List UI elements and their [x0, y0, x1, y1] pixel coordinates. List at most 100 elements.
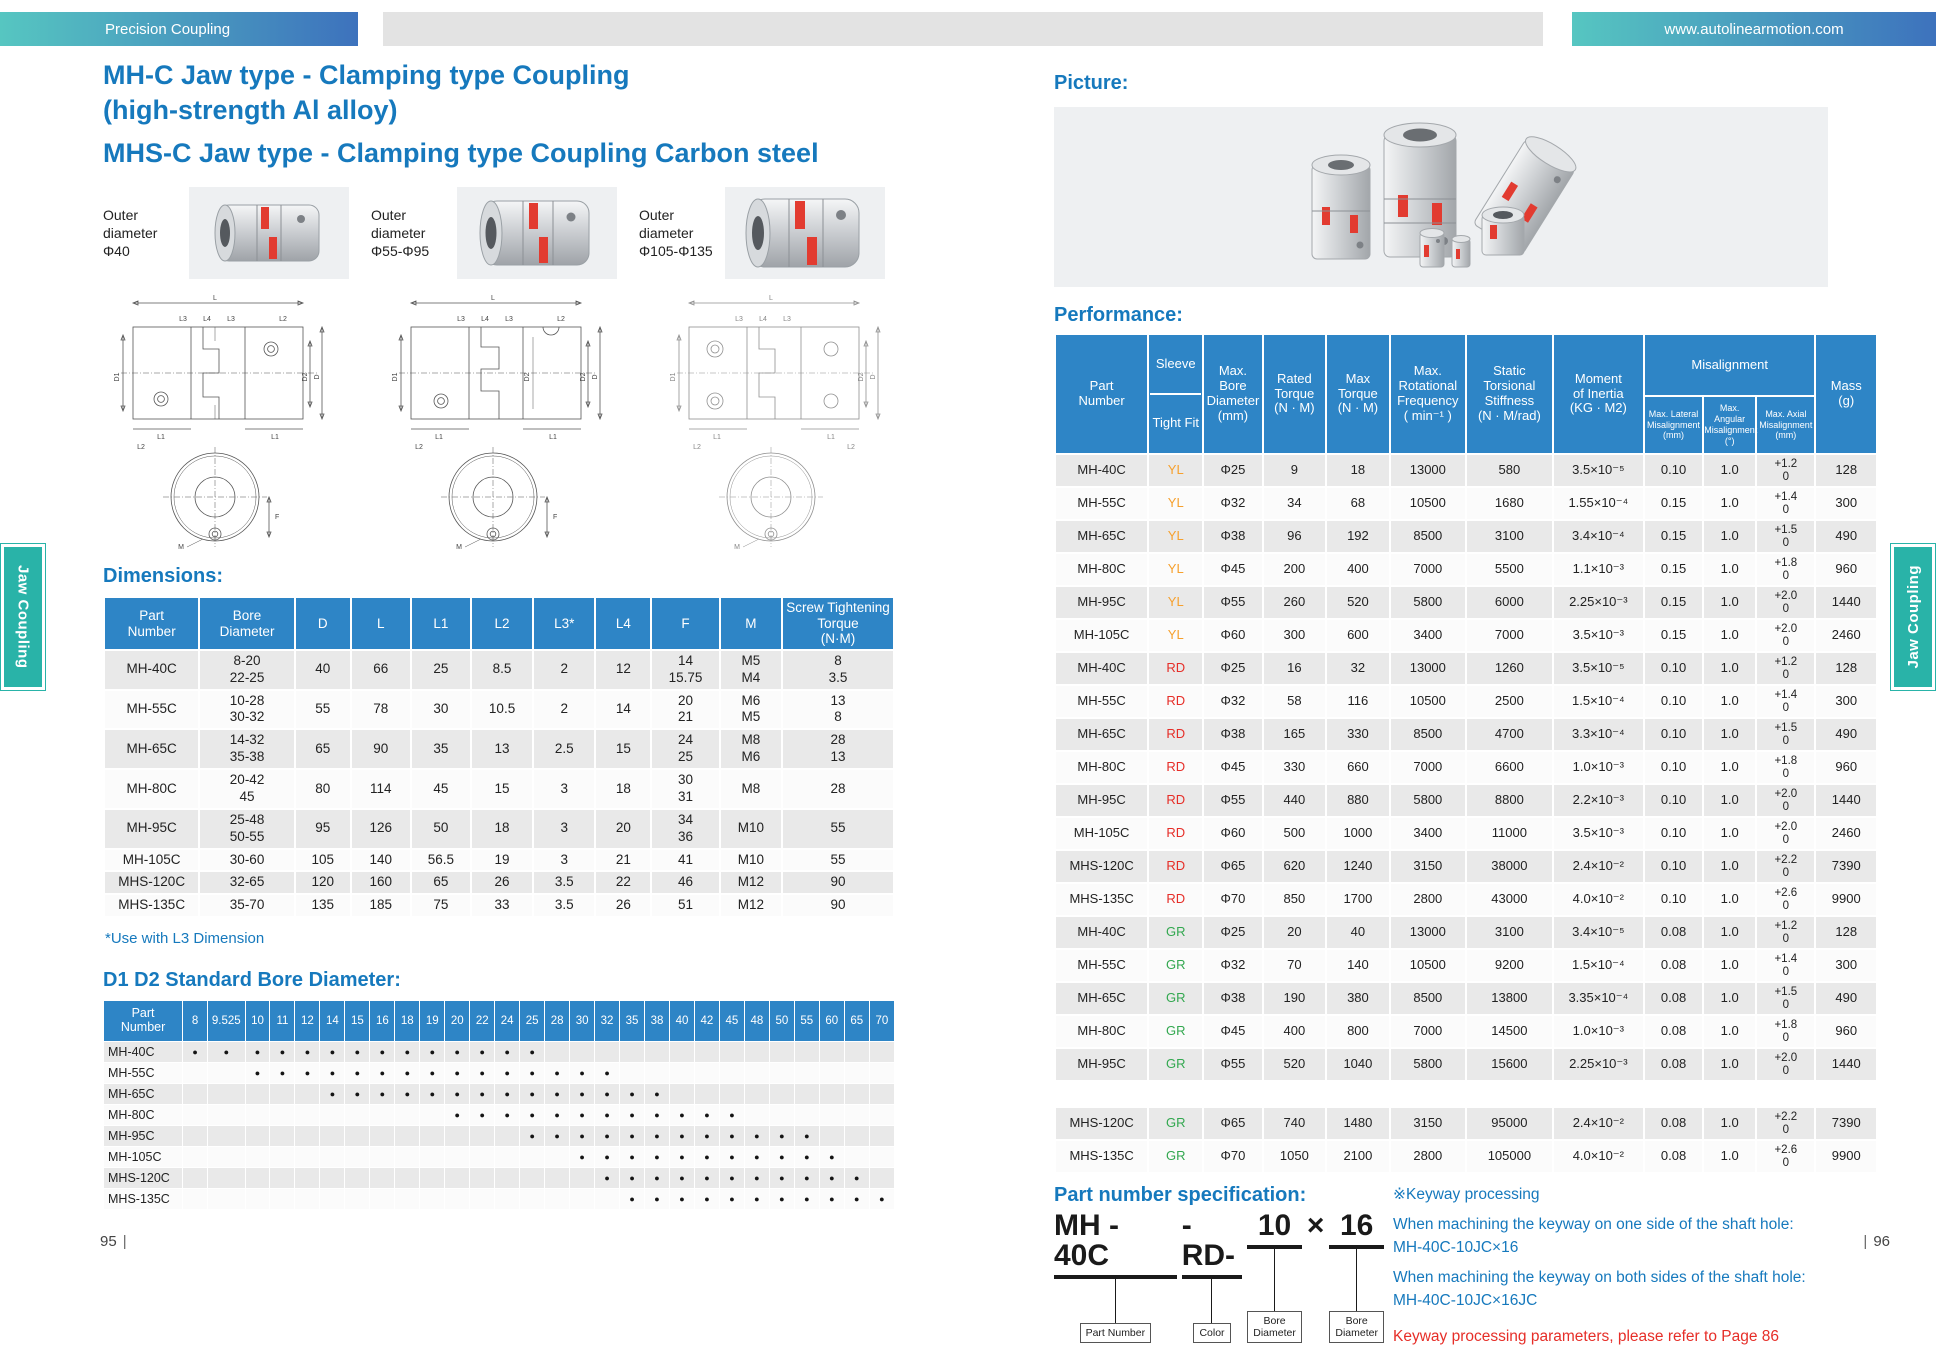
part-spec-underline	[1181, 1275, 1243, 1279]
table-cell: 3100	[1464, 519, 1554, 554]
table-cell: M6 M5	[718, 688, 783, 731]
bore-available-dot: ●	[569, 1146, 596, 1169]
table-row: MH-95C YL Φ55 260 520 5800 6000 2.25×10⁻³ 0.15 1.…	[1053, 585, 1878, 620]
bore-empty-cell	[207, 1104, 246, 1127]
bore-empty-cell	[793, 1041, 820, 1064]
table-cell: 880	[1325, 783, 1391, 818]
table-cell: 128	[1814, 915, 1878, 950]
header-website: www.autolinearmotion.com	[1664, 20, 1844, 38]
table-cell: 3.5×10⁻³	[1551, 618, 1645, 653]
table-cell: 105000	[1464, 1139, 1554, 1174]
svg-text:M: M	[178, 544, 184, 551]
page-title-line3: MHS-C Jaw type - Clamping type Coupling …	[103, 138, 819, 169]
table-row: MH-80C ● ● ● ● ● ● ● ● ● ● ● ●	[102, 1104, 896, 1127]
svg-text:D2: D2	[580, 373, 587, 382]
table-cell: Φ65	[1202, 1106, 1264, 1141]
table-cell: 3400	[1388, 816, 1467, 851]
bore-available-dot: ●	[594, 1083, 621, 1106]
table-cell: 10500	[1388, 948, 1467, 983]
table-row: MH-55C RD Φ32 58 116 10500 2500 1.5×10⁻⁴ 0.10 1.0…	[1053, 684, 1878, 719]
table-cell: Φ38	[1202, 519, 1264, 554]
table-cell: 43000	[1464, 882, 1554, 917]
bore-empty-cell	[868, 1104, 896, 1127]
bore-available-dot: ●	[544, 1125, 571, 1148]
product-item: Outer diameter Φ55-Φ95	[371, 187, 617, 280]
table-cell: 0.08	[1642, 1047, 1705, 1082]
bore-empty-cell	[394, 1104, 421, 1127]
table-cell: 14500	[1464, 1014, 1554, 1049]
table-cell: 3	[532, 807, 597, 850]
keyway-code2: MH-40C-10JC×16JC	[1393, 1291, 1538, 1309]
bore-available-dot: ●	[244, 1041, 271, 1064]
sleeve-color-cell: GR	[1147, 981, 1205, 1016]
bore-available-dot: ●	[619, 1104, 646, 1127]
table-cell: MH-40C	[102, 1041, 184, 1064]
bore-empty-cell	[843, 1083, 870, 1106]
table-cell: MHS-120C	[102, 1167, 184, 1190]
table-cell: MH-105C	[102, 847, 201, 873]
bore-empty-cell	[182, 1146, 209, 1169]
bore-available-dot: ●	[843, 1167, 870, 1190]
bore-empty-cell	[419, 1188, 446, 1211]
table-cell: 3	[532, 847, 597, 873]
table-cell: 8 3.5	[780, 648, 896, 691]
column-header: D	[293, 596, 352, 651]
page-title-line1: MH-C Jaw type - Clamping type Coupling	[103, 60, 630, 90]
table-cell: 10500	[1388, 486, 1467, 521]
column-header: Max. Axial Misalignment (mm)	[1755, 395, 1817, 455]
bore-empty-cell	[182, 1083, 209, 1106]
table-cell: 80	[293, 768, 352, 810]
bore-size-header: 19	[419, 1000, 446, 1043]
sleeve-color-cell: GR	[1147, 1139, 1205, 1174]
sleeve-color-cell: GR	[1147, 948, 1205, 983]
table-cell: 1050	[1261, 1139, 1328, 1174]
table-cell: +2.6 0	[1755, 882, 1817, 917]
bore-size-header: 11	[269, 1000, 296, 1043]
bore-empty-cell	[244, 1104, 271, 1127]
part-spec-label: Part Number	[1079, 1322, 1152, 1343]
table-cell: 32-65	[198, 870, 296, 896]
svg-text:F: F	[553, 514, 557, 521]
table-cell: MHS-135C	[1053, 882, 1150, 917]
bore-available-dot: ●	[644, 1083, 670, 1106]
dimensions-note: *Use with L3 Dimension	[105, 930, 265, 948]
table-cell: 78	[349, 688, 412, 731]
table-cell: MHS-135C	[102, 893, 201, 919]
table-cell: 14 15.75	[650, 648, 721, 691]
svg-text:L4: L4	[203, 316, 211, 323]
table-cell: MH-40C	[1053, 651, 1150, 686]
bore-available-dot: ●	[644, 1167, 670, 1190]
bore-empty-cell	[718, 1083, 745, 1106]
sleeve-color-cell: YL	[1147, 585, 1205, 620]
bore-available-dot: ●	[693, 1125, 720, 1148]
bore-empty-cell	[868, 1146, 896, 1169]
table-cell: +2.0 0	[1755, 618, 1817, 653]
bore-empty-cell	[469, 1125, 496, 1148]
technical-drawing: L L3 L4 L3 L2 D1 D2 D2 D L1 L1 L2	[392, 295, 603, 551]
svg-text:D: D	[870, 375, 877, 380]
bore-available-dot: ●	[494, 1062, 521, 1085]
column-header: Max. Rotational Frequency ( min⁻¹ )	[1388, 333, 1467, 455]
table-cell: 13	[469, 728, 535, 771]
bore-empty-cell	[743, 1104, 770, 1127]
table-cell: 2460	[1814, 618, 1878, 653]
bore-size-header: 55	[793, 1000, 820, 1043]
keyway-processing: ※Keyway processing When machining the ke…	[1389, 1184, 1894, 1349]
bore-available-dot: ●	[469, 1041, 496, 1064]
table-cell: MH-40C	[1053, 453, 1150, 488]
bore-size-header: 18	[394, 1000, 421, 1043]
bore-empty-cell	[294, 1104, 321, 1127]
column-header: Part Number	[102, 1000, 184, 1043]
table-cell: 330	[1325, 717, 1391, 752]
bore-empty-cell	[344, 1125, 371, 1148]
table-cell: +1.2 0	[1755, 651, 1817, 686]
table-cell: 3400	[1388, 618, 1467, 653]
table-cell: 0.08	[1642, 1139, 1705, 1174]
table-cell: 0.15	[1642, 486, 1705, 521]
bore-available-dot: ●	[693, 1188, 720, 1211]
bore-available-dot: ●	[444, 1083, 471, 1106]
table-row: MHS-135C GR Φ70 1050 2100 2800 105000 4.0×10⁻² 0…	[1053, 1139, 1878, 1174]
bore-available-dot: ●	[693, 1167, 720, 1190]
header-product-tag-bar: Precision Coupling	[0, 12, 358, 46]
table-cell: +1.2 0	[1755, 915, 1817, 950]
